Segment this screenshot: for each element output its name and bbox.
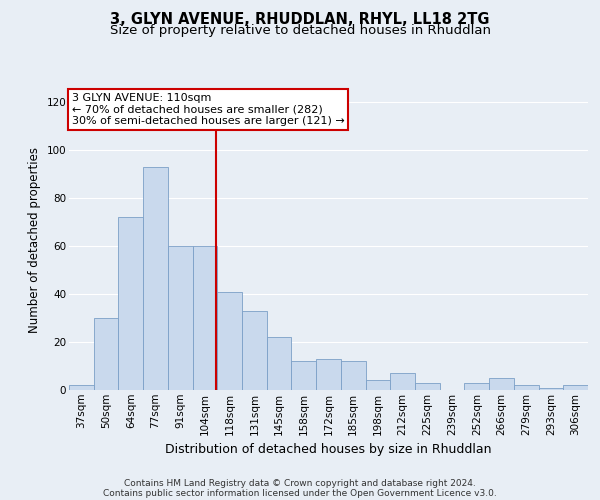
- Bar: [168, 246, 193, 390]
- Text: Contains public sector information licensed under the Open Government Licence v3: Contains public sector information licen…: [103, 488, 497, 498]
- Text: 3, GLYN AVENUE, RHUDDLAN, RHYL, LL18 2TG: 3, GLYN AVENUE, RHUDDLAN, RHYL, LL18 2TG: [110, 12, 490, 28]
- Bar: [316, 359, 341, 390]
- Bar: [415, 383, 440, 390]
- Bar: [514, 385, 539, 390]
- Bar: [94, 318, 118, 390]
- X-axis label: Distribution of detached houses by size in Rhuddlan: Distribution of detached houses by size …: [165, 443, 492, 456]
- Bar: [242, 311, 267, 390]
- Bar: [539, 388, 563, 390]
- Bar: [292, 361, 316, 390]
- Bar: [489, 378, 514, 390]
- Bar: [563, 385, 588, 390]
- Bar: [143, 167, 168, 390]
- Text: Size of property relative to detached houses in Rhuddlan: Size of property relative to detached ho…: [110, 24, 491, 37]
- Bar: [341, 361, 365, 390]
- Bar: [365, 380, 390, 390]
- Bar: [69, 385, 94, 390]
- Text: Contains HM Land Registry data © Crown copyright and database right 2024.: Contains HM Land Registry data © Crown c…: [124, 478, 476, 488]
- Bar: [267, 337, 292, 390]
- Text: 3 GLYN AVENUE: 110sqm
← 70% of detached houses are smaller (282)
30% of semi-det: 3 GLYN AVENUE: 110sqm ← 70% of detached …: [71, 93, 344, 126]
- Bar: [217, 292, 242, 390]
- Bar: [390, 373, 415, 390]
- Bar: [118, 217, 143, 390]
- Bar: [464, 383, 489, 390]
- Bar: [193, 246, 217, 390]
- Y-axis label: Number of detached properties: Number of detached properties: [28, 147, 41, 333]
